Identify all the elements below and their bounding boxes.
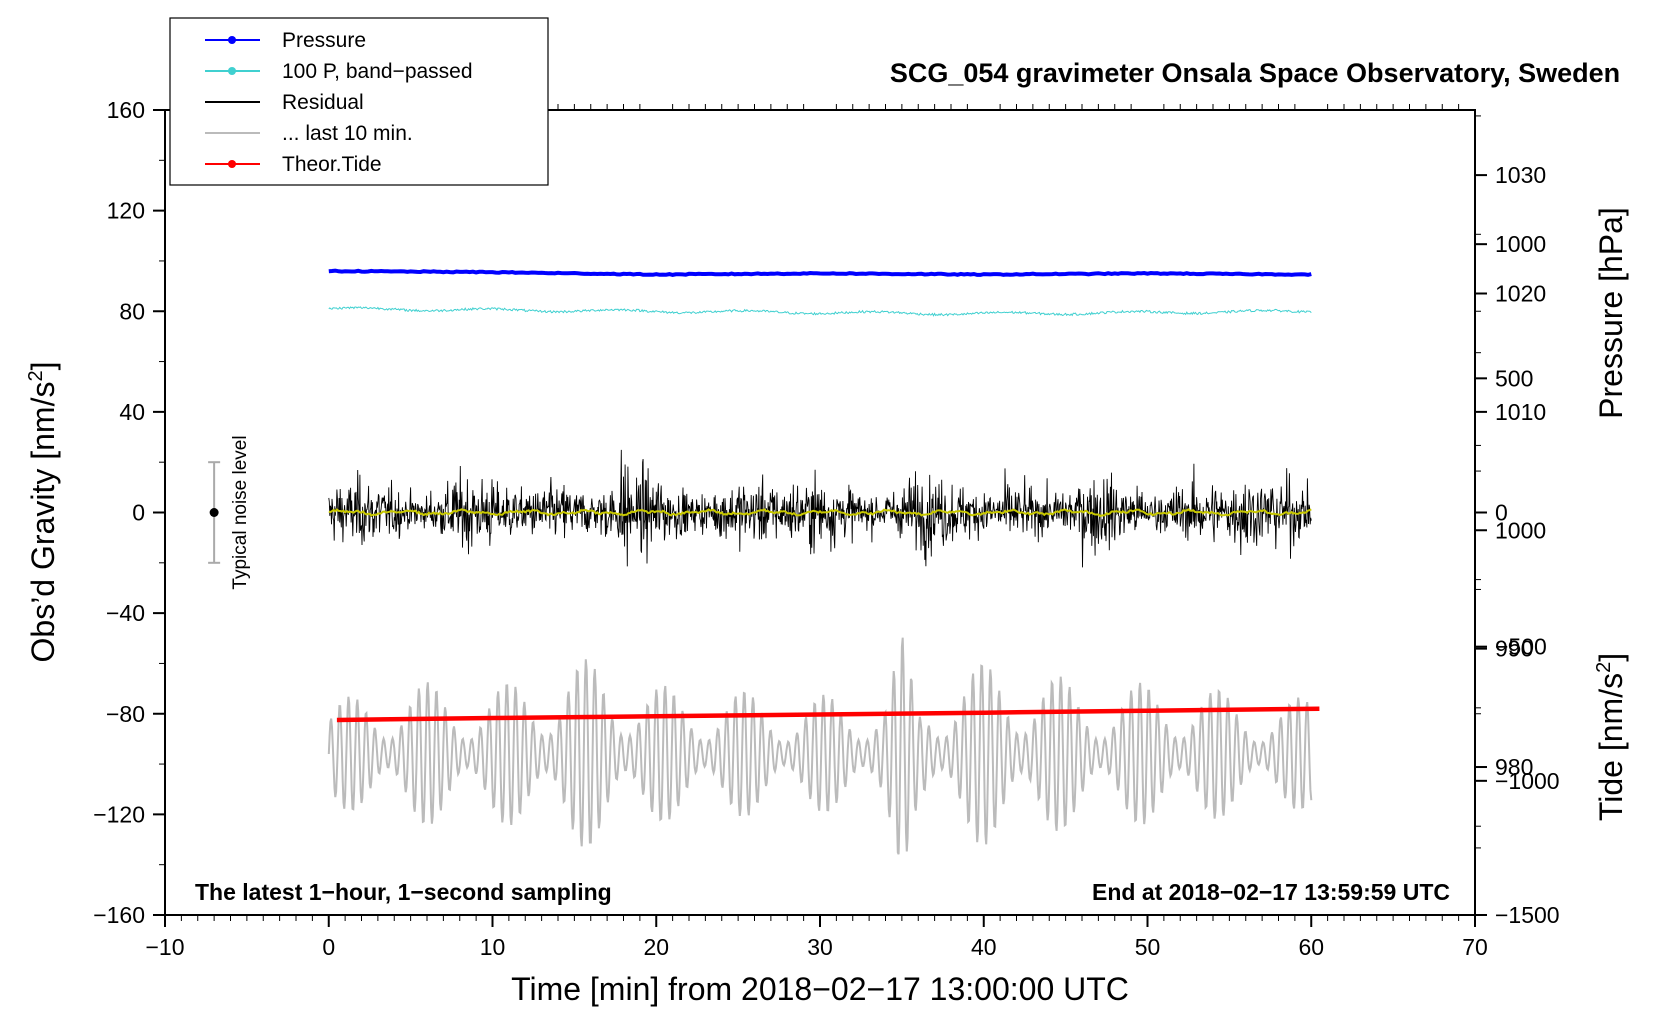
tide-tick-label: 1000 bbox=[1495, 231, 1546, 257]
series-smoothed-residual bbox=[328, 508, 1312, 518]
series-layer bbox=[327, 268, 1320, 855]
noise-bar-center bbox=[209, 508, 219, 517]
y-axis-label-gravity-main: Obs’d Gravity [nm/s bbox=[25, 382, 61, 663]
y-tick-label: 120 bbox=[107, 198, 145, 224]
pressure-tick-label: 1000 bbox=[1495, 517, 1546, 543]
y-tick-label: 80 bbox=[119, 298, 145, 324]
legend-swatch-marker bbox=[228, 36, 236, 44]
series-band-passed bbox=[328, 306, 1312, 317]
pressure-tick-label: 1010 bbox=[1495, 399, 1546, 425]
pressure-tick-label: 980 bbox=[1495, 754, 1533, 780]
pressure-tick-label: 1030 bbox=[1495, 162, 1546, 188]
pressure-tick-label: 990 bbox=[1495, 636, 1533, 662]
series-residual bbox=[328, 449, 1312, 568]
legend-label: Residual bbox=[282, 91, 364, 114]
y-axis-label-tide-main: Tide [nm/s bbox=[1593, 673, 1629, 821]
y-axis-label-pressure: Pressure [hPa] bbox=[1593, 207, 1629, 419]
series-last-10-min bbox=[327, 637, 1313, 855]
annotation-end-time: End at 2018−02−17 13:59:59 UTC bbox=[1092, 879, 1450, 905]
y-axis-gravity: −160 −120 −80 −40 0 40 80 120 160 bbox=[93, 97, 165, 928]
tide-tick-label: 0 bbox=[1495, 500, 1508, 526]
y-axis-label-tide-sup: 2 bbox=[1593, 662, 1615, 673]
chart-title: SCG_054 gravimeter Onsala Space Observat… bbox=[890, 58, 1620, 88]
legend-swatch-marker bbox=[228, 160, 236, 168]
tide-tick-label: 500 bbox=[1495, 365, 1533, 391]
y-tick-label: −160 bbox=[93, 902, 145, 928]
x-tick-label: 20 bbox=[643, 934, 669, 960]
tide-tick-label: −1500 bbox=[1495, 902, 1560, 928]
legend-swatch-marker bbox=[228, 67, 236, 75]
x-tick-label: 40 bbox=[971, 934, 997, 960]
annotation-sampling: The latest 1−hour, 1−second sampling bbox=[195, 879, 612, 905]
y-tick-label: −40 bbox=[106, 600, 145, 626]
pressure-tick-label: 1020 bbox=[1495, 280, 1546, 306]
legend-label: Theor.Tide bbox=[282, 153, 382, 176]
tide-tick-label: −500 bbox=[1495, 634, 1547, 660]
legend: Pressure 100 P, band−passed Residual ... la… bbox=[169, 17, 549, 186]
x-tick-label: 60 bbox=[1298, 934, 1324, 960]
x-tick-label: 10 bbox=[480, 934, 506, 960]
x-tick-label: −10 bbox=[145, 934, 184, 960]
y-axis-right: 980 990 1000 1010 1020 1030 −1500 −1000 −500 0 500… bbox=[1475, 115, 1560, 928]
y-axis-label-gravity-end: ] bbox=[25, 362, 61, 371]
x-axis: −10 0 10 20 30 40 50 60 70 bbox=[145, 104, 1488, 960]
legend-label: Pressure bbox=[282, 29, 366, 52]
x-tick-label: 0 bbox=[322, 934, 335, 960]
y-tick-label: 160 bbox=[107, 97, 145, 123]
legend-label: 100 P, band−passed bbox=[282, 60, 473, 83]
tide-tick-label: −1000 bbox=[1495, 768, 1560, 794]
y-axis-label-gravity-sup: 2 bbox=[25, 370, 47, 381]
legend-label: ... last 10 min. bbox=[282, 122, 413, 145]
x-tick-label: 30 bbox=[807, 934, 833, 960]
noise-level-bar: Typical noise level bbox=[208, 435, 251, 590]
y-axis-label-gravity: Obs’d Gravity [nm/s2] bbox=[25, 362, 61, 663]
x-axis-label: Time [min] from 2018−02−17 13:00:00 UTC bbox=[511, 971, 1129, 1007]
y-tick-label: 40 bbox=[119, 399, 145, 425]
noise-bar-label: Typical noise level bbox=[230, 435, 251, 589]
series-theoretical-tide bbox=[336, 706, 1320, 723]
y-tick-label: −80 bbox=[106, 701, 145, 727]
y-axis-label-tide: Tide [nm/s2] bbox=[1593, 653, 1629, 821]
y-tick-label: 0 bbox=[132, 500, 145, 526]
y-axis-label-tide-end: ] bbox=[1593, 653, 1629, 662]
series-pressure bbox=[328, 268, 1312, 277]
x-tick-label: 70 bbox=[1462, 934, 1488, 960]
x-tick-label: 50 bbox=[1135, 934, 1161, 960]
y-tick-label: −120 bbox=[93, 801, 145, 827]
